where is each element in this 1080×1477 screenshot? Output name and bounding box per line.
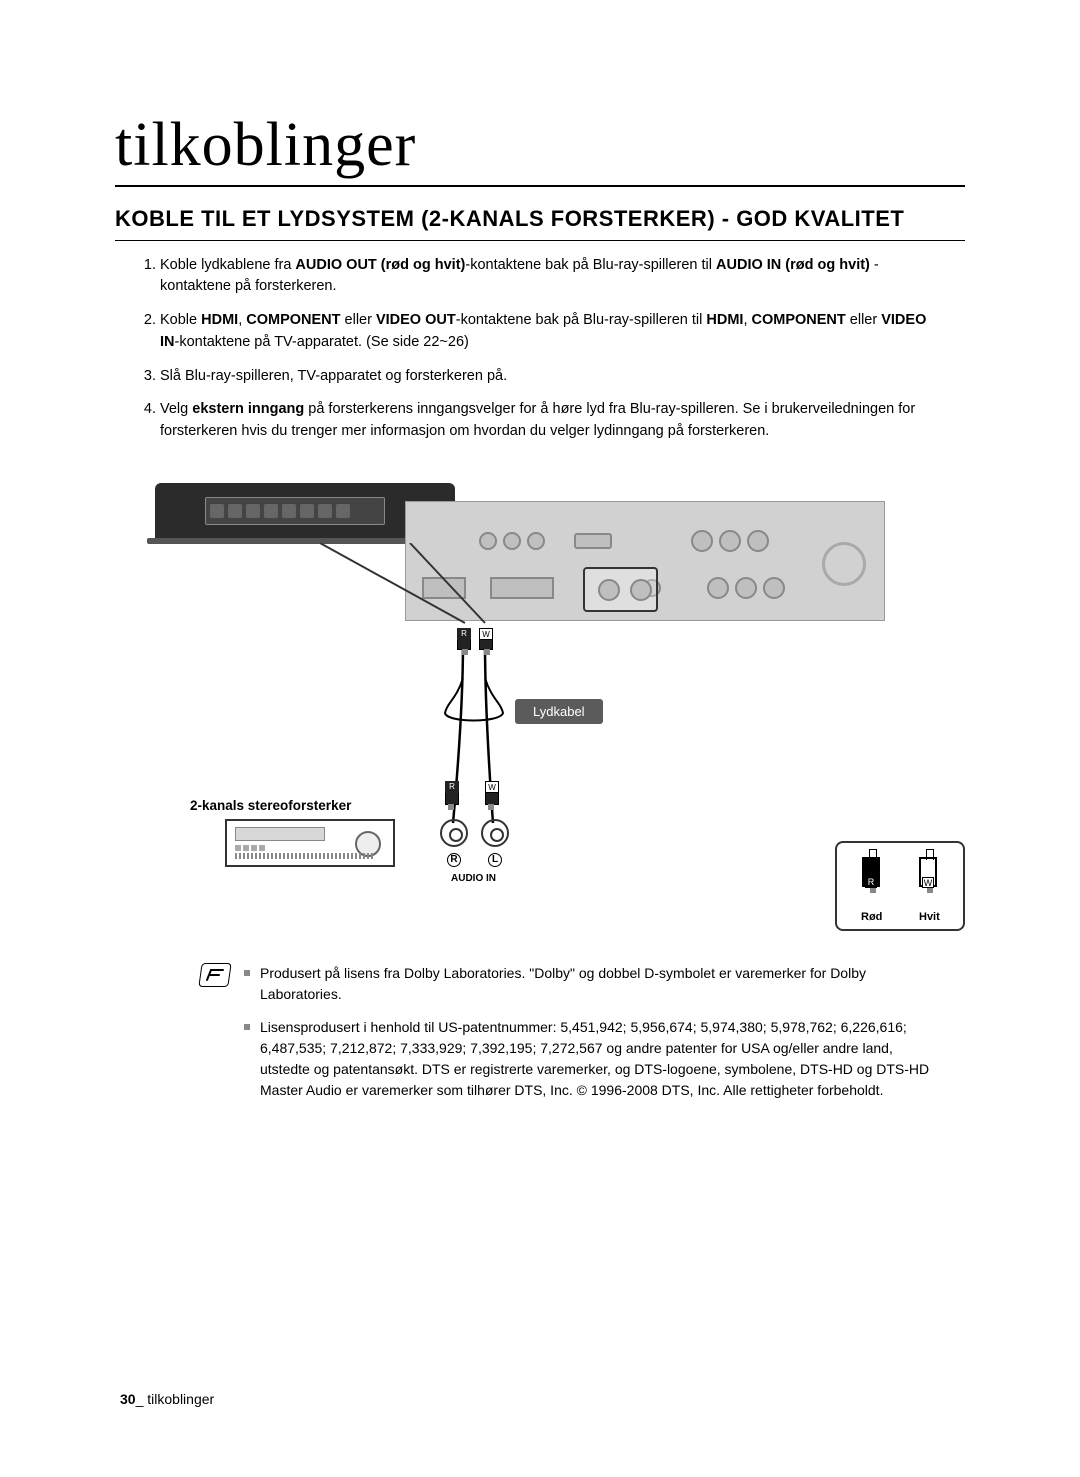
text: , bbox=[743, 312, 751, 328]
audio-in-label: AUDIO IN bbox=[451, 873, 496, 884]
page-number: 30 bbox=[120, 1391, 136, 1407]
plug-label-r: R bbox=[457, 628, 471, 640]
bold-text: HDMI bbox=[201, 312, 238, 328]
fan-vent-icon bbox=[822, 542, 866, 586]
legend-label-r: R bbox=[865, 877, 877, 888]
text: Velg bbox=[160, 401, 192, 417]
amp-port-r bbox=[440, 819, 468, 847]
note-item: Lisensprodusert i henhold til US-patentn… bbox=[244, 1017, 935, 1101]
cable-label: Lydkabel bbox=[515, 699, 603, 724]
bold-text: AUDIO IN (rød og hvit) bbox=[716, 257, 870, 273]
player-panel bbox=[205, 497, 385, 525]
connection-diagram: R W Lydkabel R W 2-kanals stereoforsterk… bbox=[155, 483, 925, 923]
port-label-l: L bbox=[488, 853, 502, 867]
amp-port-l bbox=[481, 819, 509, 847]
section-heading: KOBLE TIL ET LYDSYSTEM (2-KANALS FORSTER… bbox=[115, 205, 965, 241]
bold-text: COMPONENT bbox=[246, 312, 340, 328]
legend-text-white: Hvit bbox=[919, 911, 940, 923]
audio-out-highlight bbox=[583, 567, 658, 612]
text: -kontaktene bak på Blu-ray-spilleren til bbox=[465, 257, 716, 273]
bold-text: ekstern inngang bbox=[192, 401, 304, 417]
plug-legend: R W Rød Hvit bbox=[835, 841, 965, 931]
plug-label-r: R bbox=[445, 781, 459, 793]
footer-section: tilkoblinger bbox=[147, 1391, 214, 1407]
instruction-list: Koble lydkablene fra AUDIO OUT (rød og h… bbox=[160, 255, 945, 443]
bold-text: AUDIO OUT (rød og hvit) bbox=[295, 257, 465, 273]
text: -kontaktene på TV-apparatet. (Se side 22… bbox=[175, 334, 469, 350]
page-title: tilkoblinger bbox=[115, 110, 965, 187]
legend-text-red: Rød bbox=[861, 911, 882, 923]
text: Koble lydkablene fra bbox=[160, 257, 295, 273]
instruction-item: Koble HDMI, COMPONENT eller VIDEO OUT-ko… bbox=[160, 310, 945, 354]
text: -kontaktene bak på Blu-ray-spilleren til bbox=[456, 312, 707, 328]
bold-text: VIDEO OUT bbox=[376, 312, 456, 328]
notes-section: Produsert på lisens fra Dolby Laboratori… bbox=[115, 963, 965, 1113]
bold-text: HDMI bbox=[706, 312, 743, 328]
instruction-item: Koble lydkablene fra AUDIO OUT (rød og h… bbox=[160, 255, 945, 299]
note-item: Produsert på lisens fra Dolby Laboratori… bbox=[244, 963, 935, 1005]
note-icon bbox=[198, 963, 231, 987]
player-back-panel bbox=[405, 501, 885, 621]
amplifier bbox=[225, 819, 395, 867]
port-label-r: R bbox=[447, 853, 461, 867]
footer-sep: _ bbox=[136, 1391, 148, 1407]
bold-text: COMPONENT bbox=[752, 312, 846, 328]
plug-label-w: W bbox=[485, 781, 499, 793]
text: eller bbox=[846, 312, 881, 328]
amplifier-label: 2-kanals stereoforsterker bbox=[190, 798, 351, 813]
page-footer: 30_ tilkoblinger bbox=[120, 1391, 214, 1407]
instruction-item: Slå Blu-ray-spilleren, TV-apparatet og f… bbox=[160, 366, 945, 388]
plug-label-w: W bbox=[479, 628, 493, 640]
legend-label-w: W bbox=[922, 877, 934, 888]
panel-row-top bbox=[406, 530, 884, 552]
notes-list: Produsert på lisens fra Dolby Laboratori… bbox=[244, 963, 935, 1113]
instruction-item: Velg ekstern inngang på forsterkerens in… bbox=[160, 399, 945, 443]
text: Koble bbox=[160, 312, 201, 328]
text: eller bbox=[341, 312, 376, 328]
